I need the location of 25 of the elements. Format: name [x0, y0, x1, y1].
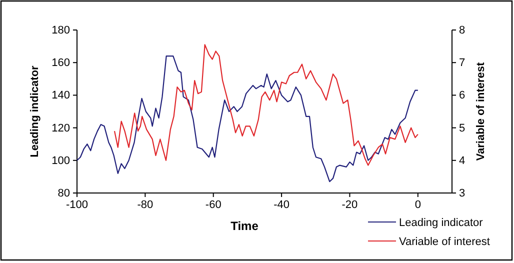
x-tick-label: 0	[414, 198, 421, 211]
x-tick-label: -80	[137, 198, 154, 211]
y-tick-label: 180	[52, 24, 70, 37]
line-series	[76, 56, 418, 182]
legend-label: Leading indicator	[399, 217, 484, 229]
y2-tick-label: 6	[459, 90, 466, 102]
y2-tick-label: 7	[459, 57, 466, 70]
y-tick-label: 80	[58, 188, 70, 200]
y-axis-title: Leading indicator	[29, 64, 41, 158]
y2-tick-label: 8	[459, 24, 466, 37]
y-tick-label: 120	[52, 122, 70, 134]
y2-tick-label: 5	[459, 122, 466, 134]
x-axis-title: Time	[230, 219, 259, 233]
y2-axis-title: Variable of interest	[475, 62, 487, 161]
x-tick-label: -20	[342, 198, 358, 211]
y-tick-label: 160	[52, 57, 70, 70]
x-tick-label: -60	[205, 198, 222, 211]
line-series	[114, 44, 418, 166]
x-tick-label: -40	[274, 198, 290, 211]
x-tick-label: -100	[66, 198, 88, 211]
y-tick-label: 100	[52, 154, 70, 167]
legend-label: Variable of interest	[399, 236, 490, 248]
y2-tick-label: 3	[459, 188, 466, 200]
y2-tick-label: 4	[459, 154, 466, 167]
y-tick-label: 140	[52, 90, 70, 102]
